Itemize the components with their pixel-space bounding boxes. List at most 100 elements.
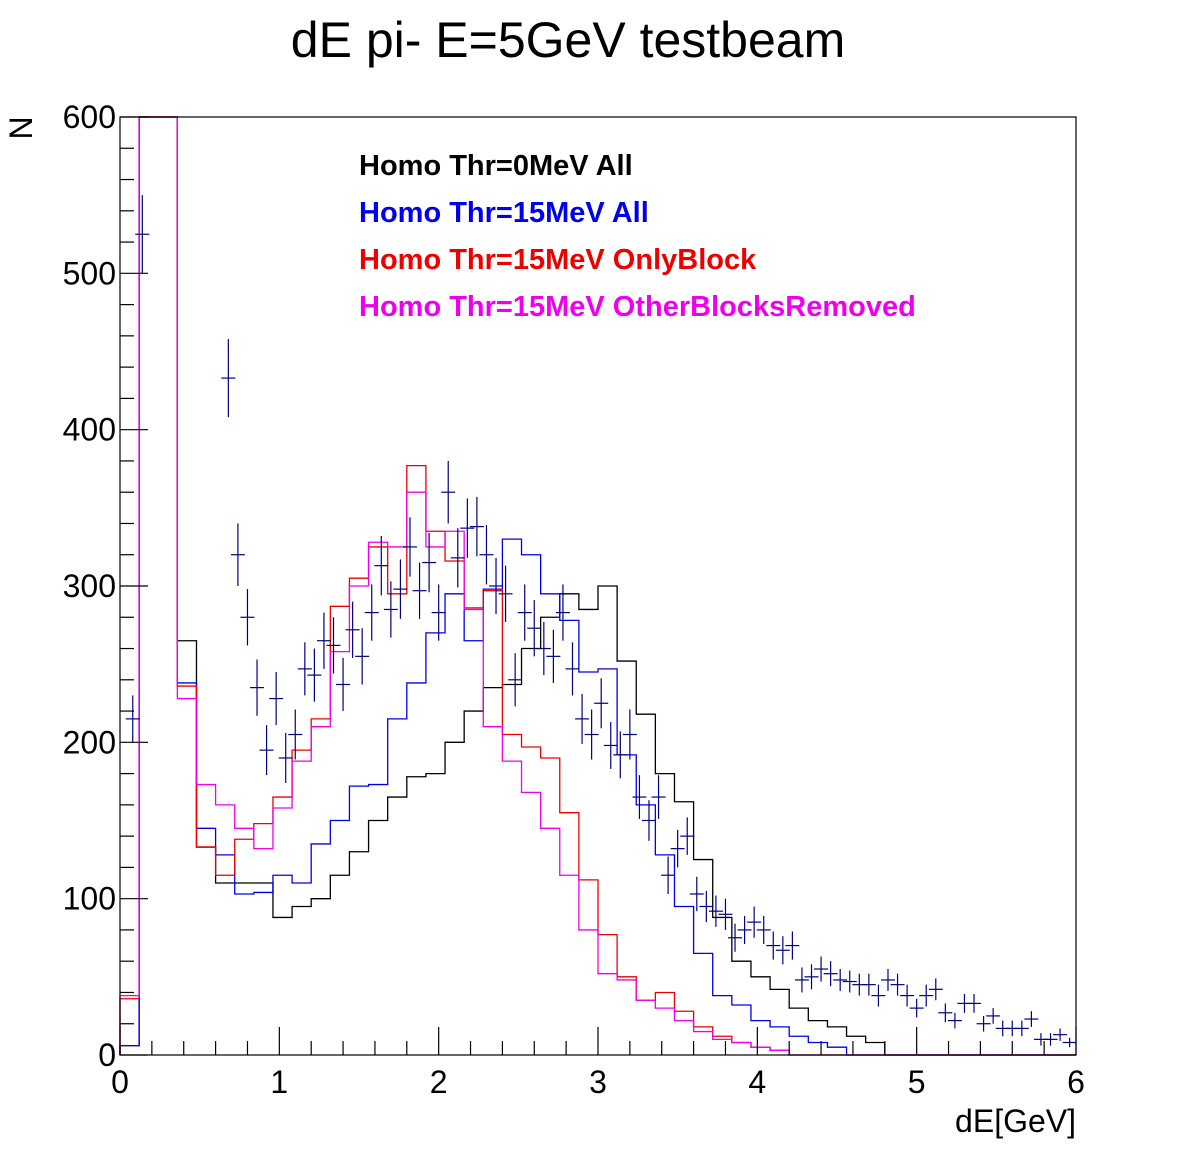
data-point [546,629,561,683]
data-point [651,775,666,819]
data-point [967,994,982,1013]
histogram-series-3 [119,116,1076,1056]
data-point [794,967,809,993]
data-point [479,525,494,585]
data-point [976,1015,991,1032]
legend-entry: Homo Thr=0MeV All [359,150,633,182]
legend: Homo Thr=0MeV All Homo Thr=15MeV All Homo … [359,150,916,323]
data-point [450,528,465,588]
data-point [565,642,580,696]
data-point [804,964,819,990]
data-point [947,1012,962,1029]
chart-title: dE pi- E=5GeV testbeam [291,12,845,68]
x-tick-label: 4 [748,1064,766,1100]
data-point [833,969,848,991]
y-tick-label: 300 [63,568,116,604]
data-point [1014,1020,1029,1037]
data-point [575,693,590,744]
data-point [125,695,140,743]
data-point [489,557,504,615]
data-point [900,984,915,1007]
data-point [221,338,236,418]
data-point [938,1003,953,1023]
data-point [383,581,398,638]
x-tick-label: 1 [270,1064,288,1100]
histogram-series-1 [119,116,1076,1056]
x-tick-label: 3 [589,1064,607,1100]
data-point [747,906,762,938]
data-point [1062,1037,1077,1048]
x-tick-label: 5 [908,1064,926,1100]
data-point [345,601,360,658]
data-point [508,653,523,707]
data-point [402,517,417,577]
series-layer [119,116,1077,1056]
legend-entry: Homo Thr=15MeV All [359,197,649,229]
data-point [269,671,284,726]
data-point [880,969,895,991]
x-tick-label: 0 [111,1064,129,1100]
data-points-series [125,195,1077,1048]
data-point [259,725,274,776]
data-point [364,584,379,641]
legend-entry: Homo Thr=15MeV OnlyBlock [359,244,757,276]
data-point [613,731,628,779]
data-point [326,617,341,674]
data-point [230,523,245,586]
x-tick-label: 2 [430,1064,448,1100]
legend-entry: Homo Thr=15MeV OtherBlocksRemoved [359,291,916,323]
data-point [536,621,551,676]
data-point [527,600,542,657]
data-point [412,562,427,619]
data-point [1024,1011,1039,1027]
data-point [374,535,389,596]
data-point [661,856,676,894]
data-point [594,678,609,729]
data-point [307,648,322,702]
data-point [641,800,656,841]
data-point [469,496,484,557]
data-point [890,973,905,996]
data-point [250,659,265,716]
data-point [785,931,800,960]
data-point [919,984,934,1007]
data-point [316,612,331,669]
data-point [355,628,370,685]
y-tick-label: 100 [63,881,116,917]
data-point [737,915,752,945]
y-tick-label: 600 [63,99,116,135]
data-point [422,532,437,593]
data-point [670,829,685,868]
data-point [622,709,637,760]
data-point [288,709,303,760]
y-tick-label: 0 [98,1037,116,1073]
x-axis-title: dE[GeV] [955,1103,1076,1139]
data-point [336,657,351,712]
histogram-series-0 [119,116,1076,1056]
data-point [431,584,446,641]
y-tick-label: 200 [63,724,116,760]
data-point [460,498,475,558]
data-point [699,890,714,923]
axes-layer: 0 1 2 3 4 5 6 0 100 200 300 400 500 600 [63,99,1085,1100]
data-point [718,898,733,930]
data-point [689,876,704,912]
data-point [297,642,312,696]
data-point [135,195,150,274]
y-tick-label: 400 [63,412,116,448]
data-point [240,589,255,646]
data-point [555,584,570,641]
data-point [680,817,695,855]
data-point [498,565,513,622]
data-point [517,584,532,641]
data-point [441,460,456,524]
data-point [603,722,618,769]
y-tick-label: 500 [63,255,116,291]
data-point [584,709,599,760]
data-point [708,895,723,927]
data-point [766,931,781,960]
data-point [909,998,924,1018]
data-point [756,915,771,945]
data-point [861,973,876,996]
